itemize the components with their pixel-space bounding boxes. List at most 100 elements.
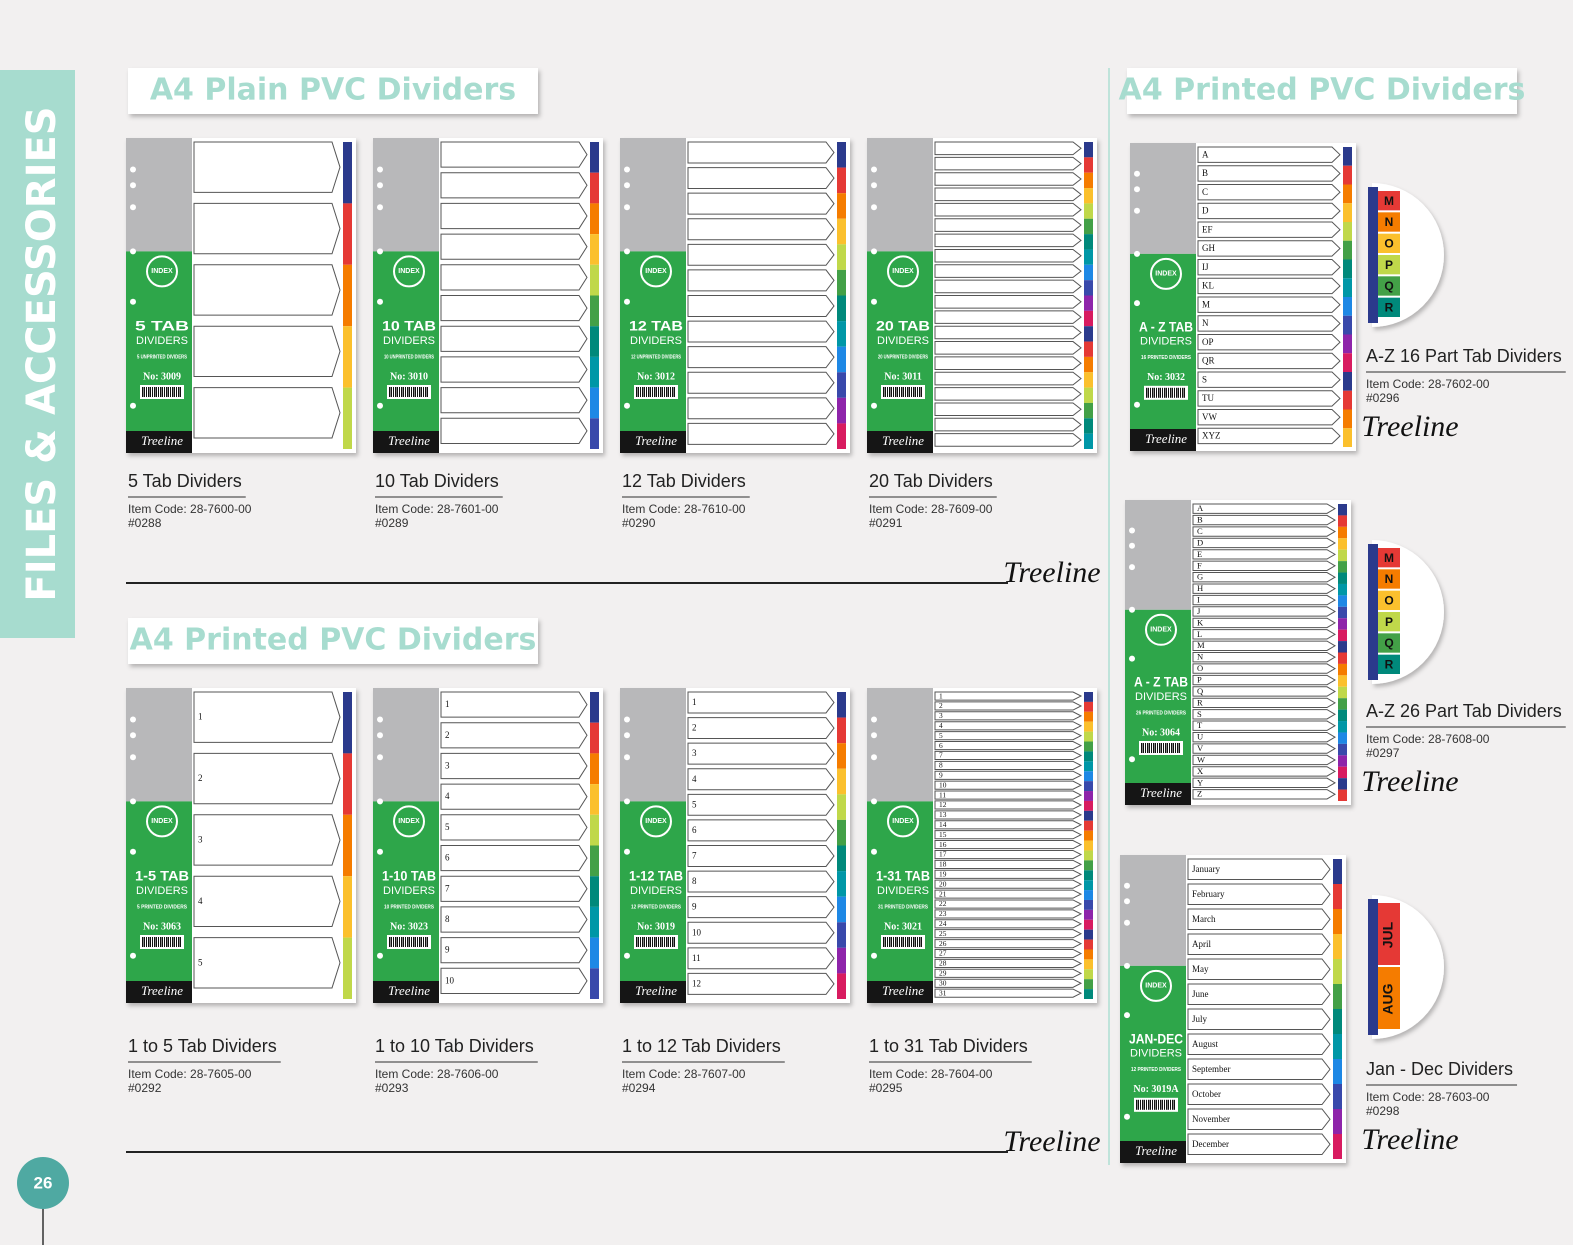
barcode-bar — [389, 387, 391, 397]
divider-tab — [934, 770, 1083, 780]
punch-hole — [377, 248, 383, 255]
barcode-bar — [650, 387, 651, 397]
barcode-bar — [652, 387, 653, 397]
barcode-bar — [1173, 743, 1174, 753]
item-code: Item Code: 28-7610-00 — [622, 502, 746, 516]
tab-label: 4 — [692, 774, 697, 784]
pack-tab: 1-31 TAB — [876, 868, 930, 884]
tab-label: S — [1202, 374, 1207, 384]
barcode-bar — [644, 387, 645, 397]
zoom-label: Q — [1384, 279, 1393, 293]
tab-label: D — [1197, 537, 1203, 547]
tab-label: L — [1197, 629, 1202, 639]
barcode-bar — [1156, 387, 1157, 398]
barcode-bar — [160, 937, 162, 947]
tab-label: 10 — [939, 780, 947, 789]
pack-dividers: DIVIDERS — [1130, 1048, 1182, 1060]
tab-label: J — [1197, 606, 1201, 616]
tab-label: 9 — [445, 945, 450, 955]
color-tab — [1338, 538, 1347, 550]
divider-tab — [687, 742, 835, 765]
color-tab — [590, 845, 599, 877]
color-tab — [1084, 820, 1093, 831]
color-tab — [1084, 830, 1093, 841]
tab-label: N — [1202, 318, 1209, 328]
divider-tab — [1187, 958, 1331, 980]
barcode-bar — [670, 387, 671, 397]
color-tab — [1084, 172, 1093, 189]
barcode-bar — [156, 387, 157, 397]
item-ref: #0290 — [622, 516, 656, 530]
divider-tab — [934, 968, 1083, 978]
tab-label: 8 — [445, 914, 450, 924]
color-tab — [1084, 890, 1093, 900]
barcode-bar — [885, 937, 886, 947]
color-tab — [590, 418, 599, 449]
divider-tab — [934, 899, 1083, 909]
pack-base — [373, 981, 439, 1003]
tab-label: 8 — [939, 761, 943, 770]
barcode-bar — [907, 937, 909, 947]
divider-tab — [440, 967, 588, 994]
divider-tab — [1187, 908, 1331, 930]
zoom-tab — [1378, 633, 1400, 653]
barcode-bar — [403, 937, 404, 947]
barcode-bar — [1145, 743, 1146, 753]
item-code: Item Code: 28-7606-00 — [375, 1067, 499, 1081]
pack-note: 16 PRINTED DIVIDERS — [1141, 355, 1192, 361]
product-name: 1 to 10 Tab Dividers — [375, 1036, 534, 1056]
tab-label: 3 — [939, 711, 943, 720]
pack-grey — [867, 688, 933, 802]
page-number: 26 — [34, 1173, 53, 1192]
barcode-bar — [164, 387, 165, 397]
divider-tab — [440, 417, 588, 444]
barcode-bar — [911, 387, 912, 397]
color-tab — [837, 372, 846, 398]
zoom-label: P — [1385, 258, 1393, 272]
barcode-bar — [411, 387, 412, 397]
index-text: INDEX — [892, 818, 914, 825]
divider-tab — [1197, 277, 1341, 295]
tab-label: B — [1202, 168, 1208, 178]
color-tab — [837, 167, 846, 194]
barcode-bar — [885, 387, 886, 397]
product-name: 1 to 5 Tab Dividers — [128, 1036, 277, 1056]
color-tab — [590, 968, 599, 999]
tab-label: January — [1192, 864, 1220, 874]
pack-grey — [373, 688, 439, 802]
color-tab — [343, 753, 352, 815]
divider-tab — [1192, 766, 1336, 777]
color-tab — [1338, 778, 1347, 790]
divider-tab — [193, 937, 341, 989]
punch-hole — [1134, 186, 1140, 193]
tab-label: 16 — [939, 840, 947, 849]
punch-hole — [130, 754, 136, 761]
color-tab — [590, 906, 599, 938]
punch-hole — [1134, 401, 1140, 408]
tab-label: 31 — [939, 988, 947, 997]
color-tab — [1084, 310, 1093, 327]
punch-hole — [624, 166, 630, 173]
pack-logo: Treeline — [141, 983, 183, 998]
barcode-bar — [1138, 1099, 1139, 1110]
divider-tab — [193, 325, 341, 378]
color-tab — [1333, 1084, 1342, 1109]
color-tab — [1084, 870, 1093, 881]
color-tab — [837, 896, 846, 923]
index-badge — [1150, 257, 1182, 290]
barcode-bar — [646, 387, 647, 397]
barcode-bar — [158, 937, 159, 947]
divider-tab — [1197, 202, 1341, 220]
pack-number: No: 3010 — [390, 371, 428, 382]
tab-label: 12 — [692, 978, 701, 988]
color-tab — [1343, 390, 1352, 410]
color-tab — [1338, 549, 1347, 562]
barcode-bar — [636, 387, 638, 397]
divider-tab — [1197, 296, 1341, 313]
pack-tab: 1-12 TAB — [629, 868, 683, 884]
tab-label: A — [1197, 503, 1204, 513]
tab-label: September — [1192, 1064, 1231, 1074]
barcode-bar — [897, 387, 898, 397]
color-tab — [1084, 959, 1093, 970]
